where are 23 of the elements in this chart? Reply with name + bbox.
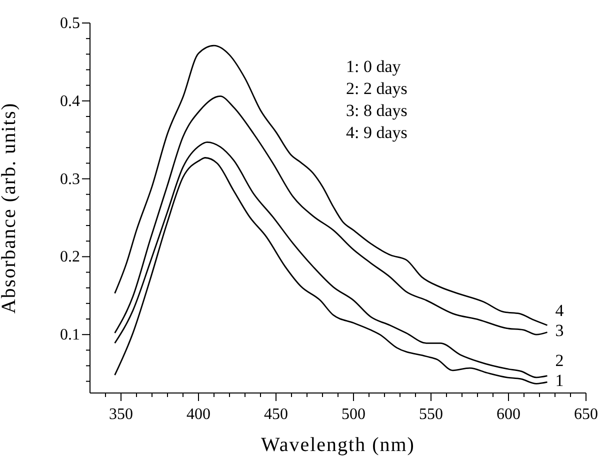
y-tick-label: 0.5 <box>60 15 80 32</box>
y-tick-label: 0.1 <box>60 326 80 344</box>
x-tick-label: 500 <box>342 406 366 423</box>
x-tick-label: 450 <box>264 406 288 423</box>
y-tick-label: 0.4 <box>60 92 80 110</box>
series-label: 4 <box>555 301 564 322</box>
x-tick-label: 400 <box>186 406 210 423</box>
line-series <box>114 44 548 326</box>
series-label: 2 <box>555 351 564 372</box>
x-axis-title: Wavelength (nm) <box>261 434 415 456</box>
annotation: 4: 9 days <box>346 122 408 144</box>
y-axis-title: Absorbance (arb. units) <box>0 102 20 314</box>
series-label: 1 <box>555 371 564 392</box>
annotation: 3: 8 days <box>346 100 408 122</box>
x-tick-label: 600 <box>496 406 520 423</box>
x-tick-label: 350 <box>109 406 133 423</box>
series-label: 3 <box>555 321 564 342</box>
x-tick-label: 650 <box>574 406 598 423</box>
y-tick-label: 0.3 <box>60 170 80 188</box>
y-tick-label: 0.2 <box>60 248 80 266</box>
annotation: 2: 2 days <box>346 78 408 100</box>
annotation: 1: 0 day <box>346 56 402 78</box>
x-tick-label: 550 <box>419 406 443 423</box>
